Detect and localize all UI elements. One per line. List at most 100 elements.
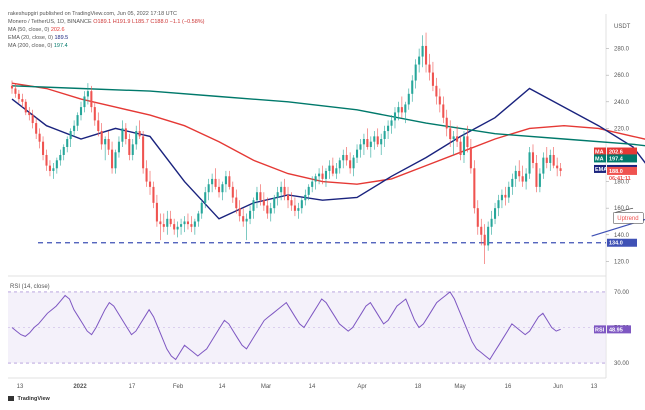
candle-body <box>131 144 134 155</box>
candle-body <box>121 128 124 142</box>
chart-header: rakeshupgiri published on TradingView.co… <box>8 10 205 50</box>
candle-body <box>314 176 317 182</box>
x-tick-label: 14 <box>219 384 226 390</box>
candle-body <box>255 192 259 201</box>
candle-body <box>155 202 158 222</box>
candle-body <box>79 107 83 116</box>
annotation-text: Uptrend <box>617 216 638 222</box>
candle-body <box>249 210 252 219</box>
price-tick-label: 140.0 <box>614 233 630 239</box>
candle-body <box>293 205 296 211</box>
x-tick-label: May <box>454 384 465 390</box>
candle-body <box>221 184 224 193</box>
ma50-legend-value: 202.6 <box>50 27 65 33</box>
candle-body <box>369 141 372 147</box>
ma200-legend-value: 197.4 <box>53 43 68 49</box>
ema20-legend-value: 189.5 <box>54 35 69 41</box>
ma-tag <box>594 147 606 156</box>
candle-body <box>483 234 486 246</box>
ema20-legend-label: EMA (20, close, 0) <box>8 35 53 41</box>
candle-body <box>362 139 365 145</box>
candle-body <box>17 93 20 100</box>
candle-body <box>162 224 165 227</box>
candle-body <box>190 224 193 227</box>
candle-body <box>414 64 417 81</box>
publisher-line: rakeshupgiri published on TradingView.co… <box>8 11 177 17</box>
candle-body <box>297 208 300 211</box>
ma200-badge <box>607 154 637 163</box>
candle-body <box>383 131 386 140</box>
price-tick-label: 180.0 <box>614 180 630 186</box>
candle-body <box>442 104 445 118</box>
candle-body <box>324 170 328 179</box>
candle-body <box>10 85 14 89</box>
candle-body <box>242 216 245 222</box>
candle-body <box>542 157 545 174</box>
support-badge <box>607 238 637 247</box>
ohlc-text: O189.1 H191.9 L185.7 C188.0 −1.1 (−0.58%… <box>93 19 205 25</box>
uptrend-line <box>591 218 645 237</box>
candle-body <box>124 128 127 140</box>
candle-body <box>304 194 307 201</box>
candle-body <box>469 147 472 169</box>
candle-body <box>69 131 72 140</box>
candle-body <box>90 91 93 108</box>
last-price-badge <box>607 166 637 175</box>
candle-body <box>511 178 514 187</box>
candle-body <box>117 141 120 153</box>
candle-body <box>400 107 403 113</box>
candle-body <box>500 194 503 201</box>
candle-body <box>531 152 535 163</box>
candle-body <box>83 96 86 108</box>
candle-body <box>45 154 48 166</box>
candle-body <box>497 200 500 209</box>
x-tick-label: 17 <box>129 384 136 390</box>
candle-body <box>397 107 400 113</box>
x-tick-label: 2022 <box>73 384 87 390</box>
candle-body <box>507 186 510 198</box>
candle-body <box>549 154 552 163</box>
candle-body <box>321 173 324 179</box>
candle-body <box>452 136 455 140</box>
ma200-legend: MA (200, close, 0) 197.4 <box>8 42 205 50</box>
price-tick-label: 240.0 <box>614 100 630 106</box>
candle-body <box>217 186 221 193</box>
candle-body <box>431 72 434 86</box>
candle-body <box>335 168 338 174</box>
candle-body <box>445 117 448 129</box>
candle-body <box>494 208 497 219</box>
candle-body <box>318 173 321 177</box>
candle-body <box>556 165 559 169</box>
ma-tag <box>594 164 606 173</box>
candle-body <box>42 141 45 155</box>
price-tick-label: 220.0 <box>614 126 630 132</box>
symbol-text: Monero / TetherUS, 1D, BINANCE <box>8 19 92 25</box>
candle-body <box>518 170 521 177</box>
symbol-line: Monero / TetherUS, 1D, BINANCE O189.1 H1… <box>8 18 205 26</box>
last-price-badge-text: 188.0 <box>609 169 623 175</box>
candle-body <box>73 125 76 132</box>
candle-body <box>355 149 359 158</box>
candle-body <box>300 200 303 209</box>
candle-body <box>456 136 459 142</box>
candle-body <box>245 218 248 222</box>
rsi-tag <box>594 325 606 334</box>
currency-label: USDT <box>614 24 631 30</box>
candle-body <box>535 162 538 187</box>
candle-body <box>55 160 58 169</box>
candle-body <box>107 139 110 150</box>
ma-tag-label: MA <box>595 150 604 156</box>
candle-body <box>387 125 390 132</box>
candle-body <box>545 157 548 163</box>
candle-body <box>114 152 117 169</box>
x-tick-label: 14 <box>309 384 316 390</box>
price-tick-label: 260.0 <box>614 73 630 79</box>
candle-body <box>269 208 272 214</box>
candle-body <box>328 165 331 171</box>
candle-body <box>262 200 265 206</box>
annotation-pointer <box>615 207 634 213</box>
candle-body <box>48 165 51 171</box>
x-axis: 13 2022 17 Feb 14 Mar 14 Apr 18 May 16 Jun 13 <box>8 377 606 390</box>
candle-body <box>100 131 103 145</box>
candle-body <box>97 120 100 132</box>
